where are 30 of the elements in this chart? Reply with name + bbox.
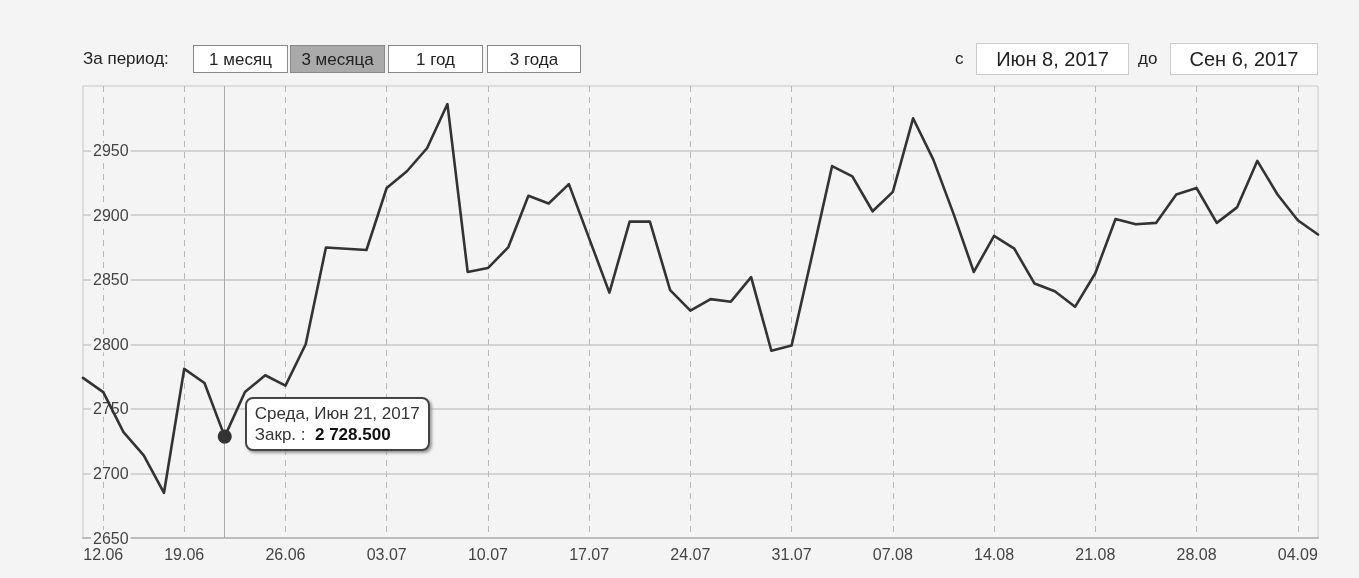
- x-tick-label: 12.06: [83, 545, 124, 563]
- text: 1 год: [388, 45, 483, 73]
- text: Июн 8, 2017: [976, 43, 1129, 75]
- x-tick-label: 17.07: [569, 545, 610, 563]
- x-tick-label: 31.07: [771, 545, 812, 563]
- y-tick-label: 2900: [93, 206, 129, 224]
- x-tick-label: 03.07: [366, 545, 407, 563]
- x-tick-label: 07.08: [872, 545, 913, 563]
- annotation: Среда, Июн 21, 2017 Закр. : 2 728.500: [254, 402, 420, 444]
- text: Сен 6, 2017: [1170, 43, 1318, 75]
- y-tick-label: 2700: [93, 464, 129, 482]
- text: За период:: [83, 48, 169, 70]
- text: с: [955, 48, 964, 70]
- y-tick-label: 2650: [93, 529, 129, 547]
- text: 3 месяца: [290, 45, 385, 73]
- x-tick-label: 28.08: [1176, 545, 1217, 563]
- x-tick-label: 04.09: [1277, 545, 1318, 563]
- x-tick-label: 21.08: [1075, 545, 1116, 563]
- y-tick-label: 2800: [93, 335, 129, 353]
- x-tick-label: 10.07: [467, 545, 509, 563]
- line-series: [81, 102, 1320, 495]
- text: 3 года: [487, 45, 581, 73]
- x-tick-label: 26.06: [265, 545, 306, 563]
- text: до: [1138, 48, 1158, 70]
- x-tick-label: 24.07: [670, 545, 711, 563]
- y-tick-label: 2850: [93, 271, 129, 289]
- y-tick-label: 2950: [93, 142, 129, 160]
- x-tick-label: 14.08: [974, 545, 1015, 563]
- text: 1 месяц: [193, 45, 288, 73]
- x-tick-label: 19.06: [164, 545, 205, 563]
